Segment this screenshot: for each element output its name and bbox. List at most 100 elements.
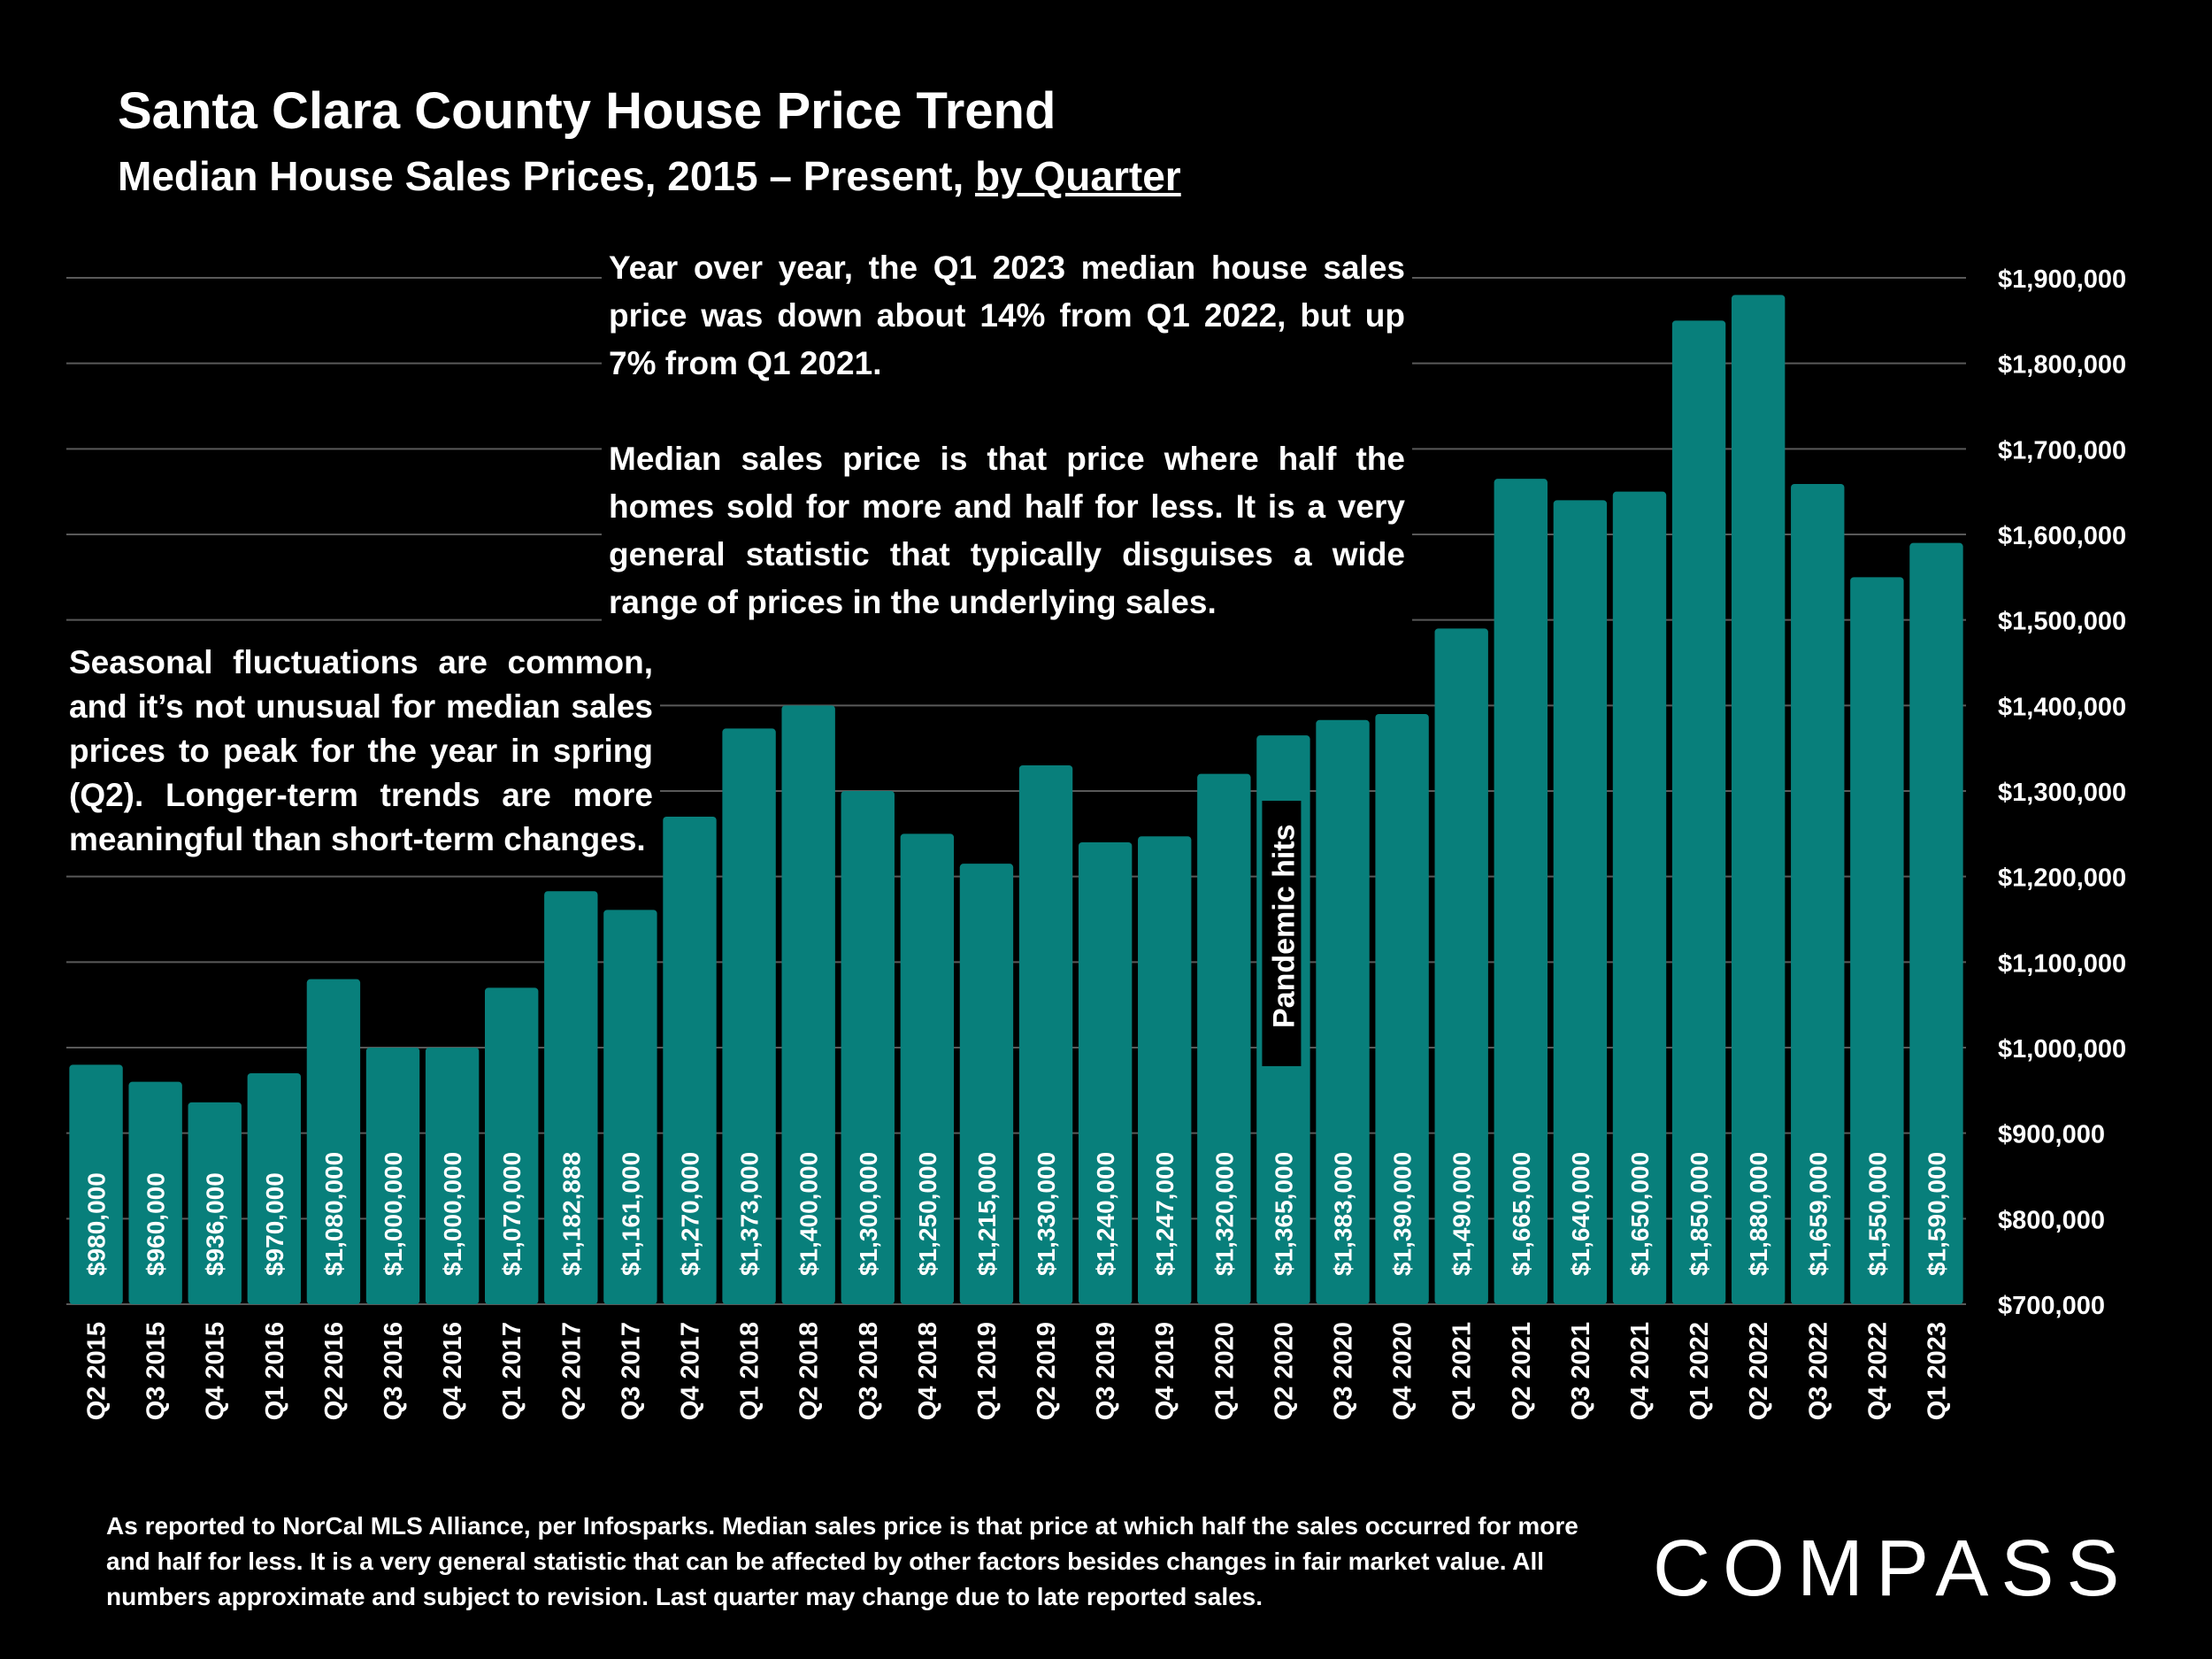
- bar: [781, 705, 835, 1304]
- bar-value-label: $1,365,000: [1270, 1152, 1297, 1276]
- x-tick-label: Q1 2022: [1686, 1322, 1714, 1420]
- bar-value-label: $1,373,000: [736, 1152, 764, 1276]
- bar-chart: $980,000 $960,000 $936,000 $970,000 $1,080,0…: [66, 265, 2126, 1420]
- bar: [603, 910, 657, 1304]
- bar: [1375, 714, 1429, 1304]
- yoy-note-para-2: Median sales price is that price where h…: [609, 441, 1405, 620]
- bar: [1138, 836, 1192, 1304]
- y-tick-label: $1,000,000: [1998, 1035, 2126, 1064]
- bar: [1494, 479, 1548, 1304]
- pandemic-annotation-bg: [1262, 801, 1302, 1066]
- bar-value-label: $1,182,888: [557, 1152, 585, 1276]
- bar: [1078, 842, 1133, 1304]
- bar-value-label: $1,320,000: [1210, 1152, 1238, 1276]
- y-tick-label: $1,700,000: [1998, 436, 2126, 465]
- bar: [1018, 765, 1073, 1304]
- bar: [663, 817, 717, 1304]
- x-tick-label: Q2 2022: [1745, 1322, 1773, 1420]
- x-tick-label: Q2 2020: [1270, 1322, 1298, 1420]
- y-tick-label: $1,600,000: [1998, 522, 2126, 550]
- bar: [841, 791, 895, 1304]
- bar-value-label: $1,550,000: [1863, 1152, 1891, 1276]
- y-tick-label: $800,000: [1998, 1206, 2105, 1234]
- bar-value-label: $1,850,000: [1686, 1152, 1713, 1276]
- bar: [1909, 542, 1963, 1304]
- pandemic-annotation: Pandemic hits: [1267, 824, 1301, 1028]
- x-tick-label: Q2 2017: [557, 1322, 586, 1420]
- bar-value-label: $1,000,000: [380, 1152, 407, 1276]
- bar: [1671, 320, 1726, 1304]
- y-tick-label: $1,400,000: [1998, 693, 2126, 721]
- bar-value-label: $1,247,000: [1151, 1152, 1179, 1276]
- bar-value-label: $1,000,000: [439, 1152, 466, 1276]
- bar-value-label: $936,000: [202, 1172, 229, 1276]
- bar: [1791, 483, 1845, 1304]
- bar-value-label: $1,490,000: [1448, 1152, 1476, 1276]
- subtitle-link: by Quarter: [975, 153, 1181, 199]
- x-tick-label: Q4 2021: [1626, 1322, 1655, 1420]
- bar: [425, 1048, 480, 1304]
- bar-value-label: $1,300,000: [855, 1152, 882, 1276]
- bar-value-label: $1,659,000: [1804, 1152, 1832, 1276]
- subtitle-text: Median House Sales Prices, 2015 – Presen…: [118, 153, 976, 199]
- bar: [306, 979, 361, 1304]
- x-tick-label: Q1 2016: [261, 1322, 289, 1420]
- x-tick-label: Q1 2020: [1210, 1322, 1239, 1420]
- bar-value-label: $1,590,000: [1923, 1152, 1950, 1276]
- y-tick-label: $1,900,000: [1998, 265, 2126, 294]
- bar: [1316, 719, 1370, 1304]
- bar: [544, 891, 598, 1304]
- y-tick-label: $1,500,000: [1998, 608, 2126, 636]
- bar: [128, 1081, 182, 1304]
- bar-value-label: $1,161,000: [617, 1152, 644, 1276]
- bar: [365, 1048, 420, 1304]
- bar-value-label: $1,650,000: [1626, 1152, 1654, 1276]
- x-tick-label: Q1 2023: [1923, 1322, 1951, 1420]
- bar-value-label: $1,080,000: [320, 1152, 348, 1276]
- y-tick-label: $1,100,000: [1998, 949, 2126, 978]
- bar: [1553, 500, 1608, 1304]
- x-tick-label: Q2 2016: [320, 1322, 349, 1420]
- bar-value-label: $1,270,000: [676, 1152, 703, 1276]
- bar: [1197, 773, 1251, 1304]
- x-tick-label: Q4 2017: [676, 1322, 704, 1420]
- source-footnote: As reported to NorCal MLS Alliance, per …: [106, 1512, 1578, 1610]
- y-tick-label: $1,800,000: [1998, 351, 2126, 380]
- y-tick-label: $1,300,000: [1998, 779, 2126, 807]
- y-tick-label: $900,000: [1998, 1121, 2105, 1149]
- y-axis-labels: $700,000 $800,000 $900,000 $1,000,000 $1,100…: [1998, 265, 2126, 1320]
- bar: [1612, 491, 1667, 1304]
- bar: [900, 833, 955, 1304]
- seasonal-note: Seasonal fluctuations are common, and it…: [62, 635, 660, 867]
- bar-value-label: $970,000: [261, 1172, 288, 1276]
- x-axis-labels: Q2 2015 Q3 2015 Q4 2015 Q1 2016 Q2 2016 Q3 20…: [83, 1322, 1952, 1420]
- bar: [485, 987, 539, 1304]
- x-tick-label: Q3 2021: [1567, 1322, 1595, 1420]
- x-tick-label: Q1 2019: [973, 1322, 1002, 1420]
- x-tick-label: Q2 2021: [1508, 1322, 1536, 1420]
- bar: [1850, 577, 1904, 1304]
- bar-value-label: $1,070,000: [498, 1152, 526, 1276]
- bar-value-label: $1,640,000: [1567, 1152, 1594, 1276]
- x-tick-label: Q4 2019: [1151, 1322, 1179, 1420]
- x-tick-label: Q1 2021: [1448, 1322, 1477, 1420]
- x-tick-label: Q1 2017: [498, 1322, 526, 1420]
- bar: [1434, 628, 1488, 1304]
- x-tick-label: Q3 2022: [1804, 1322, 1832, 1420]
- bar-value-label: $980,000: [83, 1172, 111, 1276]
- x-tick-label: Q2 2015: [83, 1322, 111, 1420]
- y-tick-label: $1,200,000: [1998, 864, 2126, 893]
- x-tick-label: Q3 2015: [142, 1322, 171, 1420]
- x-tick-label: Q2 2019: [1033, 1322, 1061, 1420]
- bar-value-label: $960,000: [142, 1172, 170, 1276]
- x-tick-label: Q3 2018: [855, 1322, 883, 1420]
- x-tick-label: Q4 2018: [914, 1322, 942, 1420]
- bar: [188, 1102, 242, 1304]
- x-tick-label: Q4 2015: [202, 1322, 230, 1420]
- x-tick-label: Q3 2019: [1092, 1322, 1120, 1420]
- bar-value-label: $1,880,000: [1745, 1152, 1772, 1276]
- x-tick-label: Q3 2016: [380, 1322, 408, 1420]
- bar-value-label: $1,250,000: [914, 1152, 941, 1276]
- bar-value-label: $1,390,000: [1389, 1152, 1417, 1276]
- x-tick-label: Q4 2020: [1389, 1322, 1417, 1420]
